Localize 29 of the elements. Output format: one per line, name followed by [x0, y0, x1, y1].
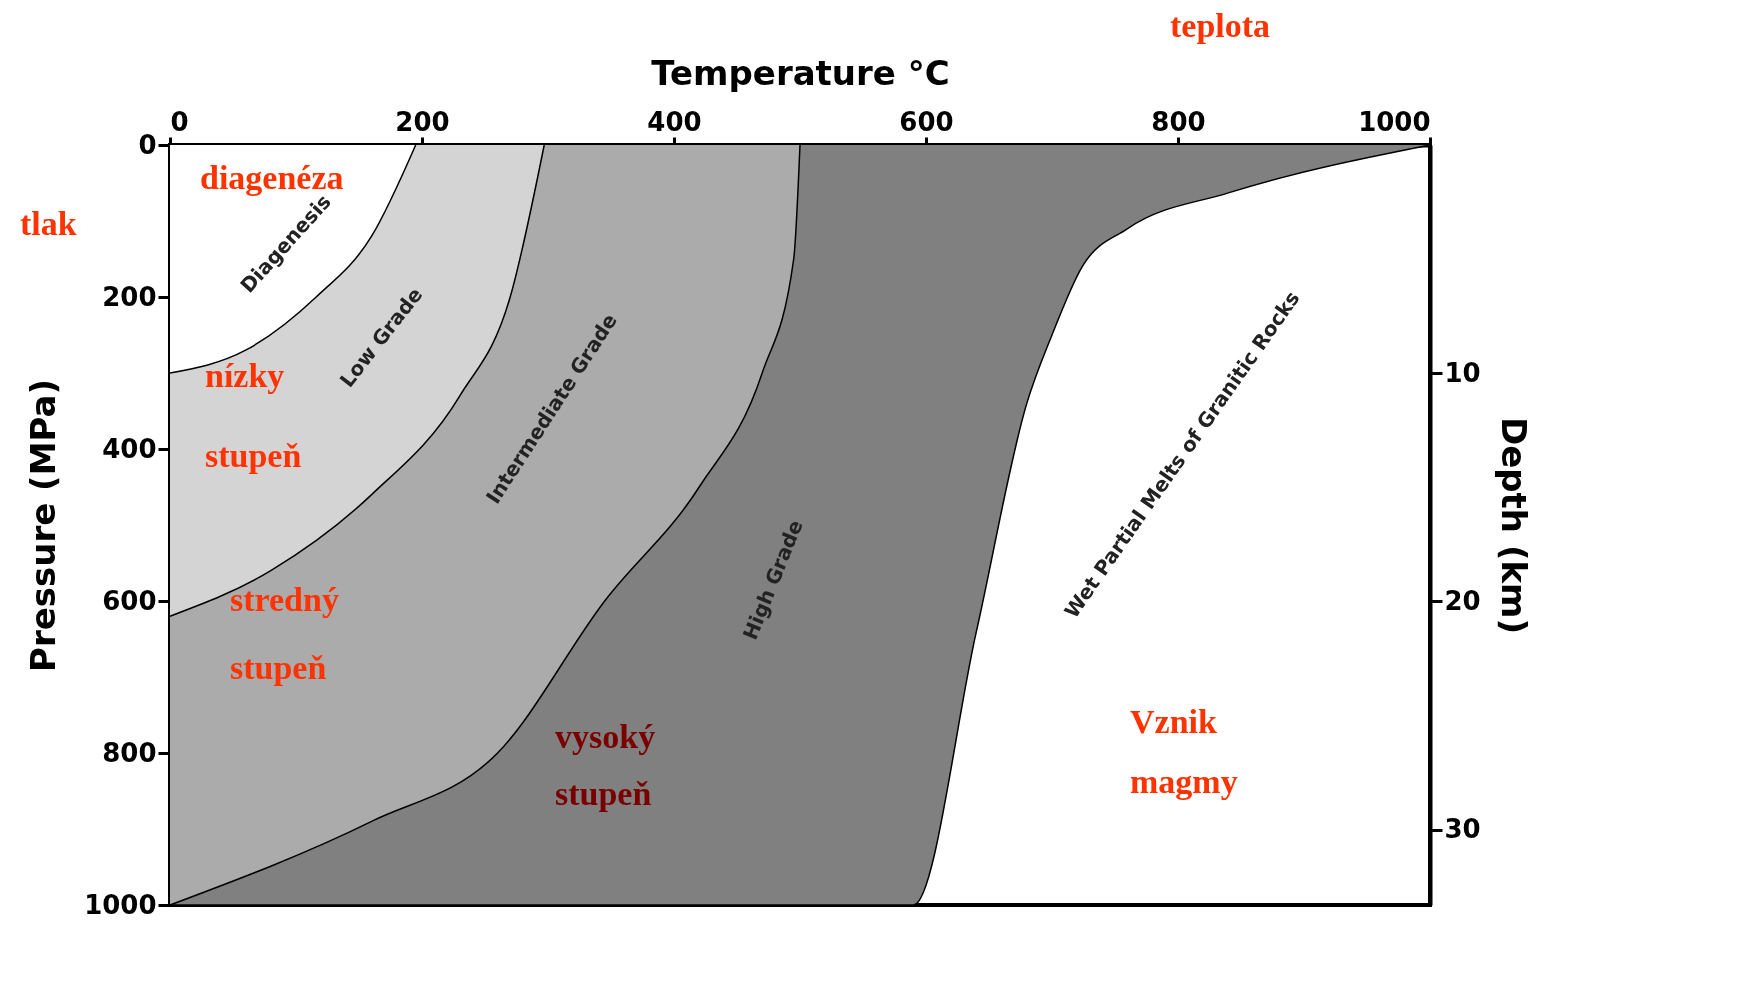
text: tlak [20, 205, 77, 242]
y-axis-title: Pressure (MPa) [23, 379, 64, 672]
annotation: stupeň [555, 775, 652, 812]
annotation: stupeň [230, 649, 327, 686]
y-tick-label: 1000 [84, 889, 157, 920]
y-tick-label: 800 [102, 737, 157, 768]
x-axis-title: Temperature °C [651, 52, 950, 93]
annotation: stredný [230, 581, 339, 618]
x-tick-label: 400 [647, 106, 702, 137]
text: teplota [1170, 7, 1271, 44]
y-tick-label: 0 [138, 129, 157, 160]
y-tick-label: 600 [102, 585, 157, 616]
x-tick-label: 0 [170, 106, 189, 137]
y-tick-label: 400 [102, 433, 157, 464]
x-tick-label: 1000 [1358, 106, 1431, 137]
annotation: vysoký [555, 718, 656, 755]
x-tick-label: 800 [1151, 106, 1206, 137]
annotation: Vznik [1130, 703, 1217, 740]
annotation: nízky [205, 357, 285, 394]
y2-tick-label: 20 [1444, 585, 1481, 616]
annotation: stupeň [205, 437, 302, 474]
x-tick-label: 200 [395, 106, 450, 137]
y2-axis-title: Depth (km) [1493, 416, 1534, 635]
y2-tick-label: 30 [1444, 814, 1481, 845]
x-tick-label: 600 [899, 106, 954, 137]
y2-tick-label: 10 [1444, 357, 1481, 388]
annotation: diagenéza [200, 159, 344, 196]
y-tick-label: 200 [102, 281, 157, 312]
annotation: magmy [1130, 763, 1238, 800]
